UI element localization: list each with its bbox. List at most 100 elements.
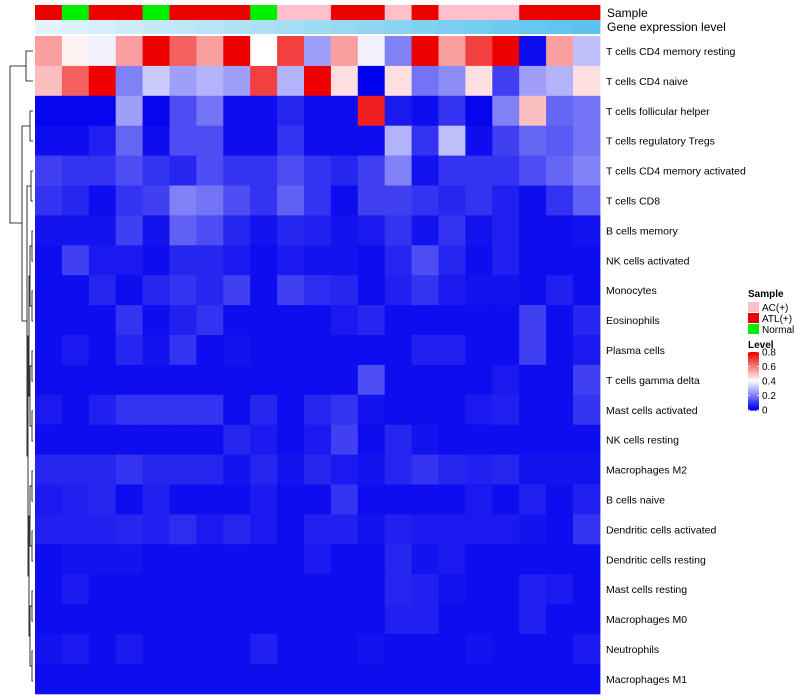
heatmap-cell [61, 484, 90, 515]
heatmap-cell [250, 574, 278, 605]
heatmap-cell [357, 663, 386, 695]
heatmap-cell [411, 95, 439, 127]
heatmap-cell [115, 484, 144, 515]
heatmap-cell [250, 394, 278, 426]
heatmap-cell [519, 394, 547, 426]
heatmap-cell [465, 394, 493, 426]
heatmap-cell [35, 185, 63, 216]
heatmap-cell [384, 394, 413, 426]
heatmap-cell [169, 155, 197, 186]
dendrogram-branch [25, 50, 33, 82]
heatmap-cell [411, 394, 439, 426]
heatmap-cell [250, 335, 278, 366]
heatmap-cell [330, 394, 359, 426]
heatmap-cell [304, 514, 332, 545]
heatmap-cell [88, 185, 117, 216]
heatmap-cell [169, 185, 197, 216]
heatmap-cell [169, 335, 197, 366]
heatmap-cell [384, 275, 413, 306]
heatmap-cell [277, 364, 305, 396]
heatmap-cell [546, 364, 574, 396]
heatmap-cell [88, 155, 117, 186]
heatmap-cell [142, 604, 170, 635]
heatmap-cell [573, 335, 601, 366]
heatmap-cell [492, 514, 520, 545]
heatmap-cell [492, 95, 520, 127]
level-legend-gradient-step [748, 373, 759, 376]
heatmap-cell [304, 604, 332, 635]
level-legend-gradient-step [748, 402, 759, 405]
heatmap-cell [465, 574, 493, 605]
heatmap-cell [492, 663, 520, 695]
heatmap-cell [223, 424, 251, 456]
heatmap-cell [250, 663, 278, 695]
heatmap-cell [142, 65, 170, 97]
heatmap-cell [196, 305, 224, 336]
heatmap-cell [35, 514, 63, 545]
heatmap-cell [196, 454, 224, 485]
heatmap-cell [142, 215, 170, 246]
heatmap-cell [169, 215, 197, 246]
heatmap-cell [250, 215, 278, 246]
heatmap-cell [573, 95, 601, 127]
heatmap-cell [277, 604, 305, 635]
heatmap-cell [115, 574, 144, 605]
heatmap-cell [330, 604, 359, 635]
heatmap-cell [115, 663, 144, 695]
heatmap-cell [465, 125, 493, 157]
heatmap-cell [330, 574, 359, 605]
level-legend-gradient-step [748, 376, 759, 379]
heatmap-cell [35, 95, 63, 127]
heatmap-cell [384, 424, 413, 456]
heatmap-cell [115, 275, 144, 306]
dendrogram-branch [31, 410, 33, 442]
heatmap-cell [61, 65, 90, 97]
heatmap-cell [169, 275, 197, 306]
sample-legend-swatch [748, 302, 759, 312]
sample-legend-swatch [748, 324, 759, 334]
heatmap-cell [115, 634, 144, 665]
heatmap-cell [357, 305, 386, 336]
heatmap-cell [438, 574, 466, 605]
row-label: Eosinophils [606, 315, 660, 327]
heatmap-cell [384, 36, 413, 67]
heatmap-cell [465, 245, 493, 276]
level-legend-gradient-step [748, 394, 759, 397]
heatmap-cell [519, 574, 547, 605]
heatmap-cell [330, 245, 359, 276]
sample-annotation-cell [492, 5, 520, 20]
heatmap-cell [411, 335, 439, 366]
level-legend-gradient-step [748, 363, 759, 366]
heatmap-cell [88, 125, 117, 157]
row-dendrogram [9, 50, 33, 682]
heatmap-cell [438, 454, 466, 485]
heatmap-cell [250, 604, 278, 635]
heatmap-cell [304, 305, 332, 336]
heatmap-cell [384, 364, 413, 396]
heatmap-cell [573, 394, 601, 426]
heatmap-cell [223, 65, 251, 97]
heatmap-cell [142, 95, 170, 127]
heatmap-cell [304, 335, 332, 366]
heatmap-cell [88, 634, 117, 665]
heatmap-cell [330, 663, 359, 695]
heatmap-cell [546, 125, 574, 157]
heatmap-cell [492, 484, 520, 515]
heatmap-cell [277, 394, 305, 426]
heatmap-cell [61, 185, 90, 216]
heatmap-cell [142, 155, 170, 186]
heatmap-cell [196, 544, 224, 575]
sample-annotation-cell [465, 5, 493, 20]
heatmap-cell [411, 514, 439, 545]
heatmap-cell [223, 245, 251, 276]
heatmap-cell [250, 95, 278, 127]
heatmap-cell [492, 155, 520, 186]
heatmap-cell [465, 65, 493, 97]
heatmap-cell [196, 155, 224, 186]
level-legend-gradient-step [748, 379, 759, 382]
heatmap-cell [250, 544, 278, 575]
heatmap-cell [115, 125, 144, 157]
heatmap-cell [304, 544, 332, 575]
level-legend-tick-label: 0.2 [762, 391, 776, 402]
sample-annotation-cell [330, 5, 359, 20]
